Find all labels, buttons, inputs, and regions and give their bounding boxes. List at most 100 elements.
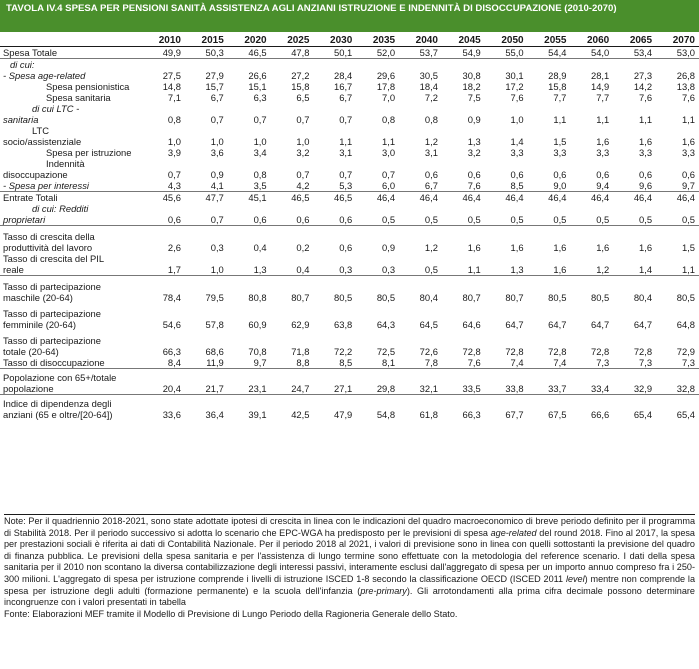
value-cell: 7,1: [167, 92, 181, 103]
table-row: anziani (65 e oltre/[20-64]) 33,6 36,4 39,1…: [0, 409, 699, 420]
value-cell: 72,8: [590, 346, 610, 357]
value-cell: 15,7: [205, 81, 224, 92]
value-cell: 53,4: [633, 47, 653, 58]
value-cell: [656, 58, 699, 70]
table-row: popolazione 20,4 21,7 23,1 24,7 27,1 29,8 32,1 3…: [0, 383, 699, 395]
value-cell: 0,4: [253, 242, 267, 253]
year-header: 2065: [613, 32, 657, 47]
value-cell: 26,8: [676, 70, 695, 81]
value-cell: 47,8: [291, 47, 310, 58]
value-cell: 1,4: [510, 136, 524, 147]
value-cell: [613, 368, 657, 383]
value-cell: 0,5: [382, 214, 396, 225]
value-cell: [227, 394, 271, 409]
header-row: 2010 2015 2020 2025 2030 2035 2040 2045 …: [0, 32, 699, 47]
value-cell: 80,7: [505, 292, 524, 303]
value-cell: [485, 125, 528, 136]
row-label: LTC: [32, 125, 50, 136]
value-cell: [656, 275, 699, 292]
value-cell: [442, 103, 485, 114]
value-cell: [142, 303, 185, 319]
note-text: ) mentre non comprende la spesa per istr…: [4, 573, 695, 596]
value-cell: 7,7: [596, 92, 610, 103]
value-cell: [442, 203, 485, 214]
value-cell: 33,6: [162, 409, 181, 420]
table-row: Tasso di crescita della: [0, 225, 699, 242]
value-cell: 50,1: [334, 47, 353, 58]
value-cell: 4,3: [167, 180, 181, 191]
row-label: Spesa sanitaria: [46, 92, 111, 103]
value-cell: 72,5: [376, 346, 396, 357]
value-cell: 1,3: [253, 264, 267, 275]
value-cell: [528, 303, 571, 319]
value-cell: 46,4: [441, 191, 485, 203]
value-cell: [142, 125, 185, 136]
value-cell: [313, 125, 356, 136]
value-cell: 3,1: [424, 147, 438, 158]
value-cell: 30,1: [505, 70, 524, 81]
value-cell: 27,1: [334, 383, 353, 394]
value-cell: [399, 394, 442, 409]
value-cell: [399, 125, 442, 136]
value-cell: 1,0: [210, 136, 224, 147]
year-header: 2050: [484, 32, 528, 47]
value-cell: [313, 368, 357, 383]
value-cell: 47,7: [184, 191, 228, 203]
value-cell: 1,1: [467, 264, 481, 275]
value-cell: [656, 394, 699, 409]
value-cell: [184, 58, 228, 70]
value-cell: [185, 103, 228, 114]
value-cell: 1,0: [210, 264, 224, 275]
table-row: Tasso di crescita del PIL: [0, 253, 699, 264]
value-cell: 11,9: [206, 357, 224, 368]
year-header: 2045: [441, 32, 485, 47]
value-cell: [656, 303, 699, 319]
value-cell: 27,9: [205, 70, 224, 81]
value-cell: 46,4: [484, 191, 528, 203]
value-cell: 1,6: [681, 136, 695, 147]
table-row: sanitaria 0,8 0,7 0,7 0,7 0,7 0,8 0,8 0,9 1,0 1,1 1…: [0, 114, 699, 125]
value-cell: 3,5: [253, 180, 267, 191]
row-label: totale (20-64): [3, 346, 59, 357]
value-cell: 0,5: [467, 214, 481, 225]
value-cell: [656, 103, 699, 114]
value-cell: [271, 253, 314, 264]
table-row: Popolazione con 65+/totale: [0, 368, 699, 383]
value-cell: 66,6: [590, 409, 610, 420]
value-cell: 0,5: [553, 214, 567, 225]
table-row: di cui: Redditi: [0, 203, 699, 214]
note-text-italic: level: [565, 573, 585, 584]
value-cell: 1,2: [424, 242, 438, 253]
value-cell: 45,6: [142, 191, 185, 203]
value-cell: 28,9: [548, 70, 567, 81]
value-cell: 20,4: [162, 383, 181, 394]
value-cell: 0,7: [210, 214, 224, 225]
value-cell: [142, 253, 185, 264]
value-cell: 30,5: [419, 70, 438, 81]
value-cell: [313, 303, 356, 319]
value-cell: [184, 368, 228, 383]
value-cell: 0,6: [596, 169, 610, 180]
table-row: disoccupazione 0,7 0,9 0,8 0,7 0,7 0,7 0,6 0,6 0,…: [0, 169, 699, 180]
value-cell: [270, 368, 314, 383]
table-row: - Spesa age-related 27,5 27,9 26,6 27,2 28,4 2…: [0, 70, 699, 81]
value-cell: 1,3: [467, 136, 481, 147]
table-row: Spesa sanitaria 7,1 6,7 6,3 6,5 6,7 7,0 7,2 7,5 7…: [0, 92, 699, 103]
value-cell: [442, 125, 485, 136]
value-cell: [441, 58, 485, 70]
value-cell: [485, 103, 528, 114]
note-text-italic: pre-primary: [360, 585, 407, 596]
value-cell: [570, 203, 613, 214]
table-row: di cui:: [0, 58, 699, 70]
value-cell: [271, 330, 314, 346]
row-label: disoccupazione: [3, 169, 68, 180]
value-cell: 72,8: [462, 346, 481, 357]
value-cell: [613, 125, 656, 136]
value-cell: 1,6: [510, 242, 524, 253]
value-cell: [613, 394, 657, 409]
value-cell: [485, 158, 528, 169]
value-cell: 46,4: [399, 191, 442, 203]
value-cell: 80,5: [334, 292, 353, 303]
value-cell: 0,6: [424, 169, 438, 180]
value-cell: [271, 103, 314, 114]
